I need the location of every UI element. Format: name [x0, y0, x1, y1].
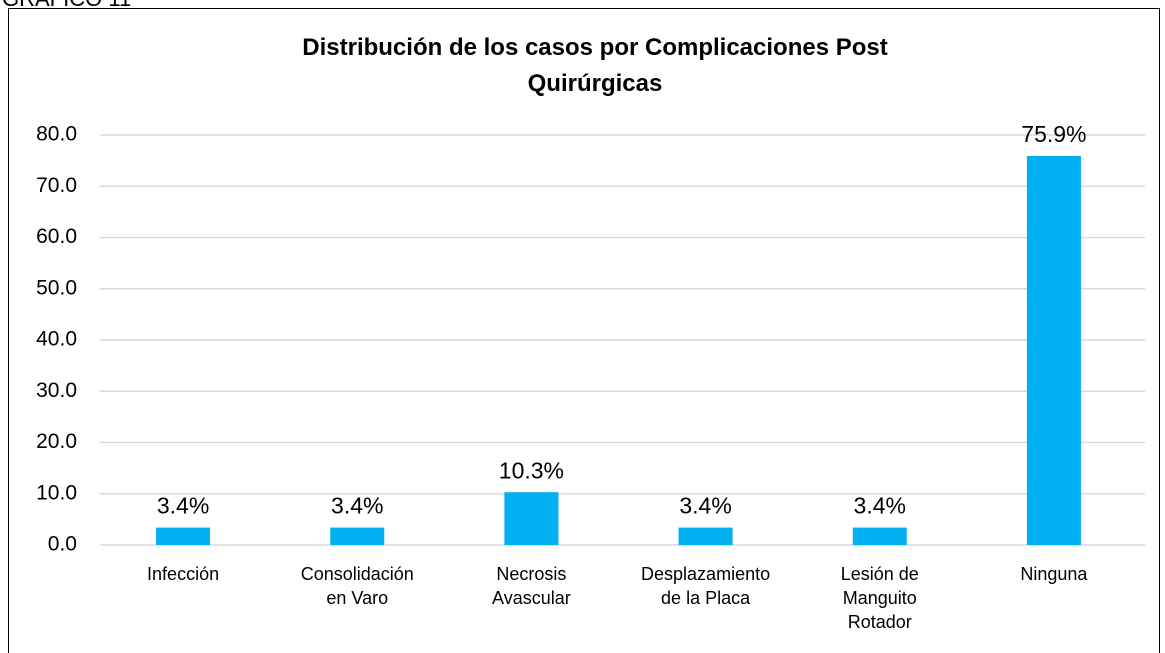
x-tick-label: Consolidación en Varo: [300, 564, 414, 608]
y-tick-label: 50.0: [36, 276, 77, 299]
data-label: 10.3%: [499, 457, 564, 483]
y-tick-label: 20.0: [36, 430, 77, 453]
x-tick-label: Necrosis Avascular: [492, 564, 571, 608]
y-tick-label: 10.0: [36, 481, 77, 504]
chart-title: Distribución de los casos por Complicaci…: [302, 34, 888, 97]
data-label: 3.4%: [157, 493, 209, 519]
bar: [330, 527, 385, 545]
data-label: 3.4%: [854, 493, 906, 519]
data-label: 3.4%: [331, 493, 383, 519]
y-tick-label: 60.0: [36, 225, 77, 248]
bar: [504, 492, 559, 545]
x-tick-label: Infección: [147, 564, 220, 584]
y-tick-label: 0.0: [48, 533, 77, 556]
page-heading: GRÁFICO 11: [2, 0, 131, 12]
chart-border: [8, 8, 1160, 653]
bar: [1026, 156, 1081, 545]
data-label: 3.4%: [679, 493, 731, 519]
y-tick-label: 40.0: [36, 328, 77, 351]
bar: [156, 527, 211, 545]
x-tick-label: Ninguna: [1020, 564, 1088, 584]
x-tick-label: Lesión de Manguito Rotador: [840, 564, 919, 632]
bar: [852, 527, 907, 545]
y-tick-label: 70.0: [36, 174, 77, 197]
y-tick-label: 80.0: [36, 123, 77, 146]
bar: [678, 527, 733, 545]
data-label: 75.9%: [1021, 121, 1086, 147]
x-tick-label: Desplazamiento de la Placa: [641, 564, 771, 608]
y-tick-label: 30.0: [36, 379, 77, 402]
